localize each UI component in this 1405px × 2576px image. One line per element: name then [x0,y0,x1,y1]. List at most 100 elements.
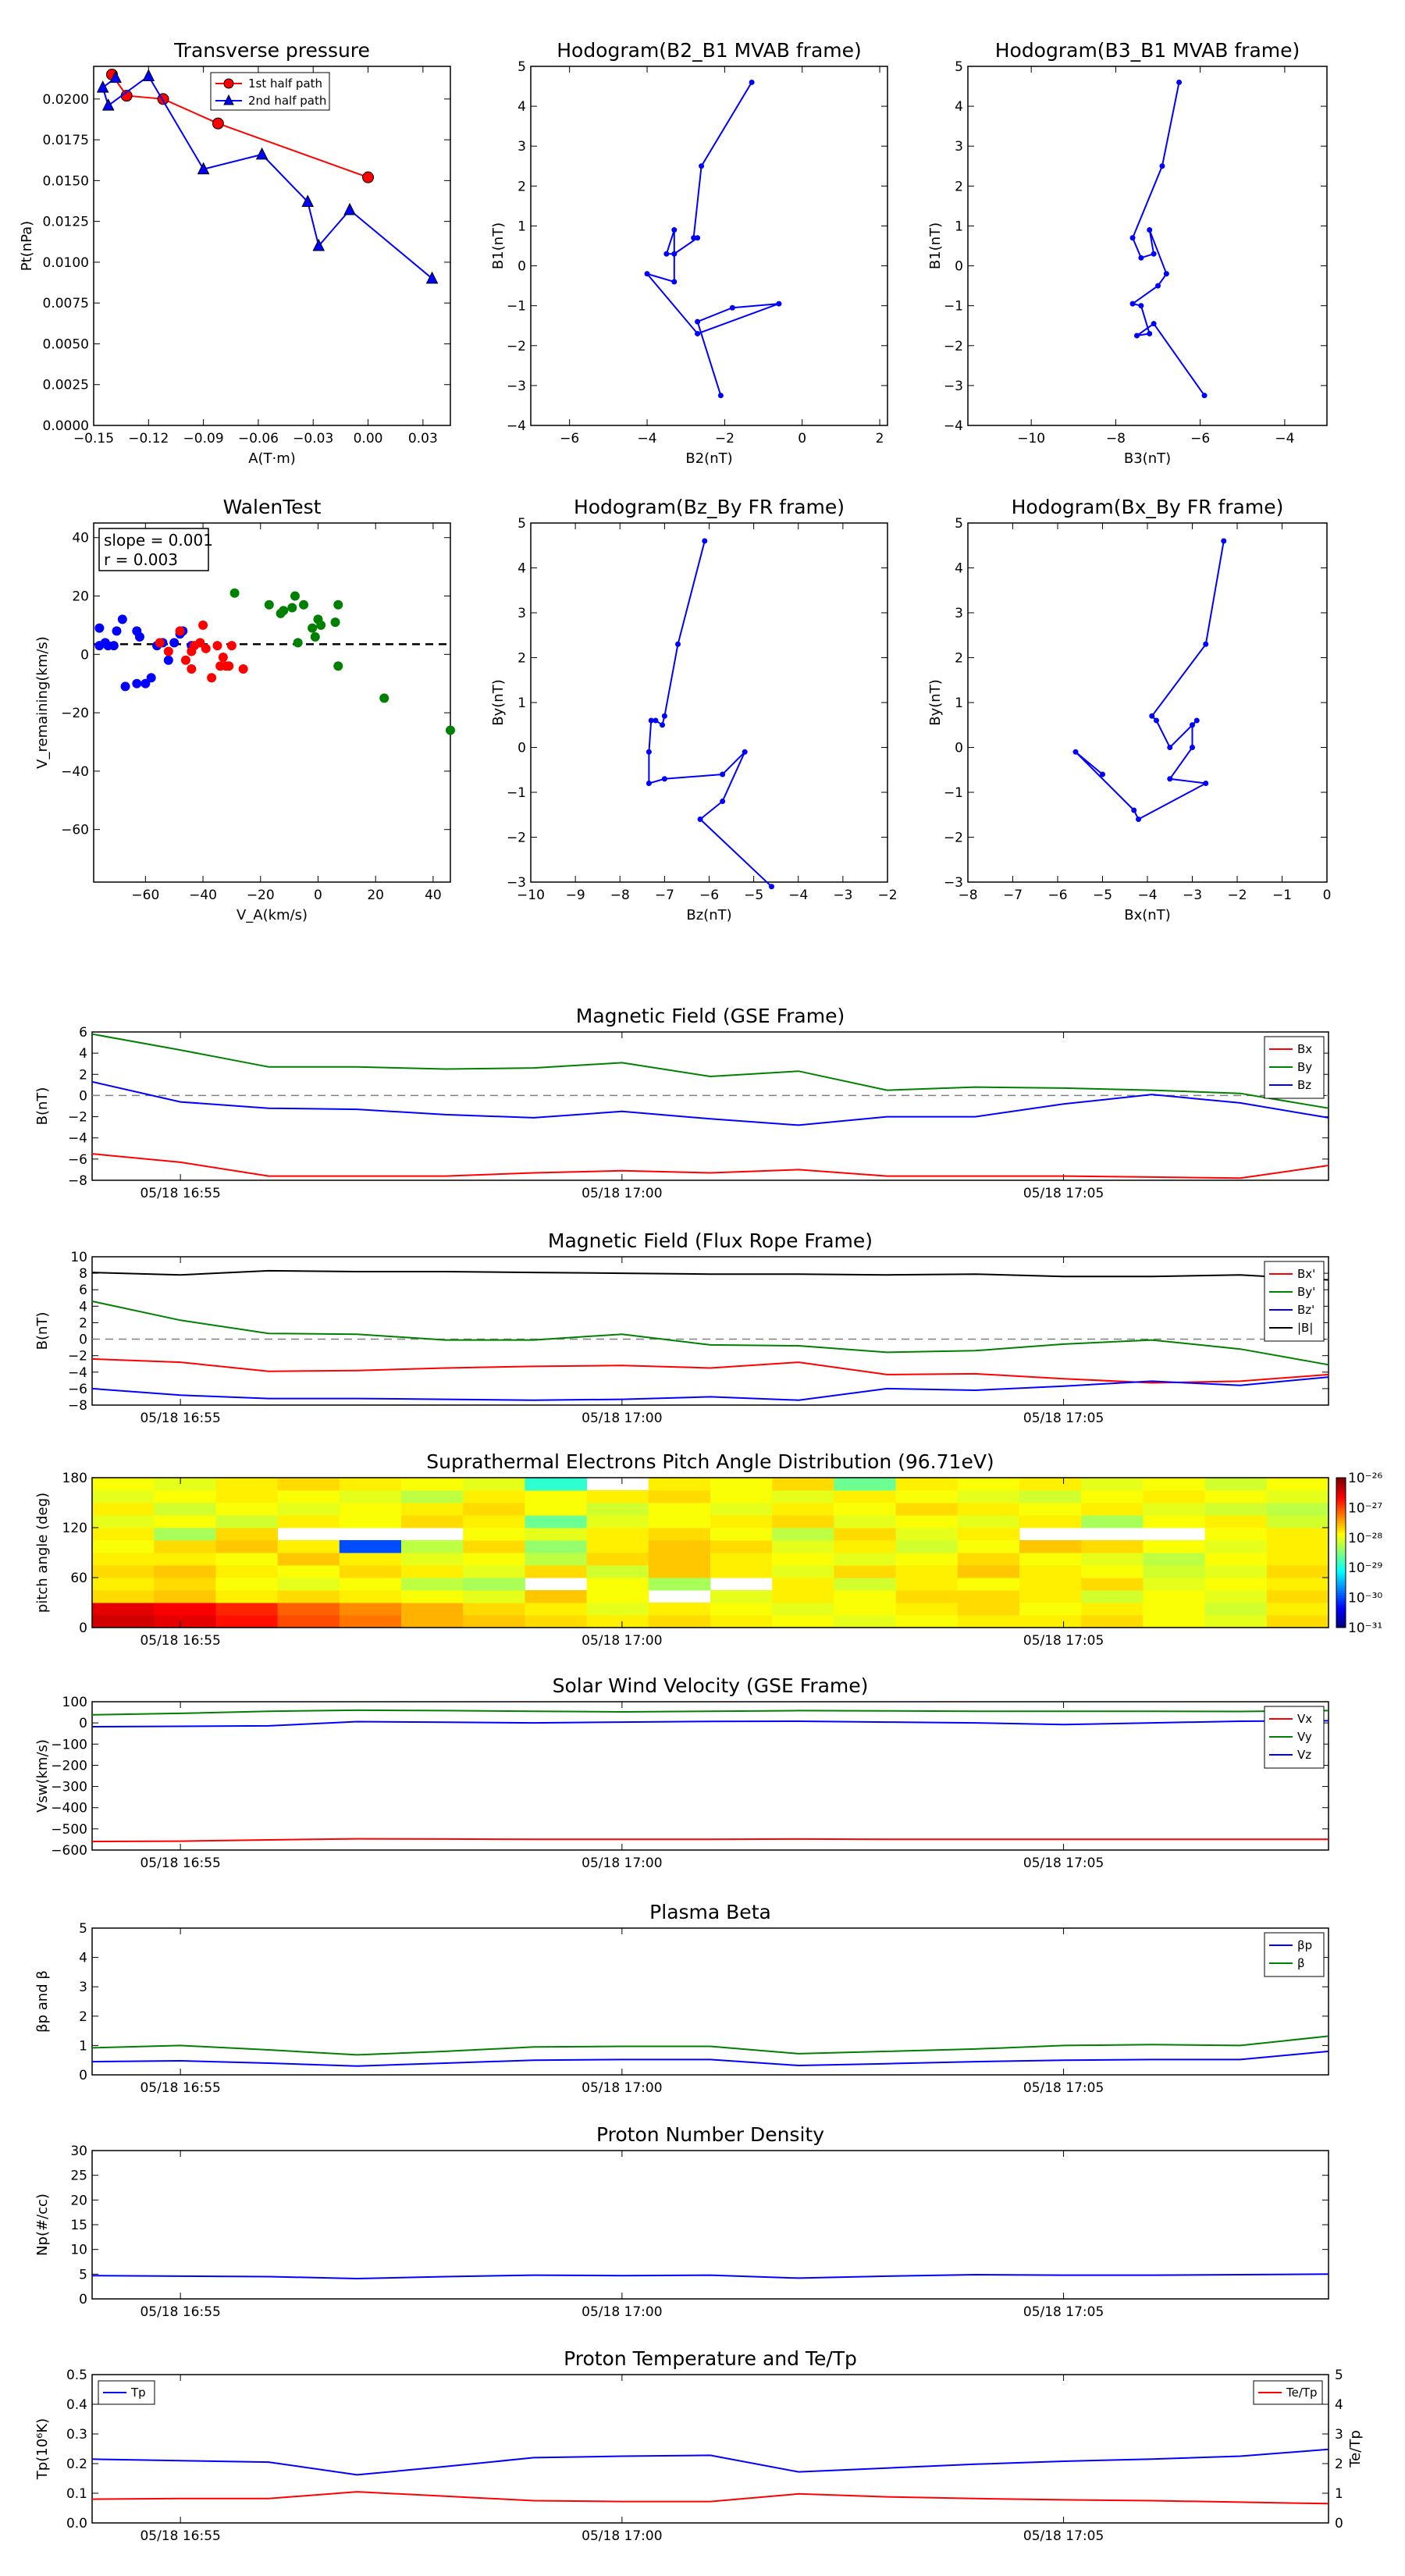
heatmap-cell [339,1490,402,1503]
heatmap-cell [586,1540,649,1553]
colorbar-segment [1336,1620,1346,1624]
heatmap-cell [957,1515,1020,1528]
heatmap-cell [586,1553,649,1566]
x-tick-label: −2 [715,431,735,447]
data-point [425,271,439,284]
heatmap-cell [710,1478,773,1491]
heatmap-cell [1204,1553,1268,1566]
heatmap-cell [401,1603,464,1616]
series-line-value [91,2273,1329,2280]
heatmap-cell [339,1603,402,1616]
x-tick-label: −5 [1093,888,1112,903]
colorbar-segment [1336,1555,1346,1558]
x-tick-label: 0 [798,431,806,447]
colorbar-segment [1336,1612,1346,1616]
colorbar-segment [1336,1480,1346,1483]
y-axis-label: B(nT) [34,1312,51,1350]
y-tick-label: 180 [62,1471,87,1486]
heatmap-cell [772,1615,834,1628]
x-tick-label: 05/18 17:05 [1023,2528,1104,2544]
heatmap-cell [1019,1578,1082,1591]
y-axis-label: By(nT) [490,679,507,725]
heatmap-cell [339,1615,402,1628]
data-point [333,661,343,671]
x-axis-label: B2(nT) [685,450,732,467]
heatmap-cell [1019,1565,1082,1578]
y-tick-label: 2 [518,179,526,194]
data-point [699,163,705,169]
x-tick-label: 05/18 17:00 [582,2304,662,2320]
heatmap-cell [1266,1590,1329,1603]
heatmap-cell [895,1590,959,1603]
legend-label: Te/Tp [1286,2386,1318,2400]
y-axis-label: Vsw(km/s) [34,1739,51,1813]
heatmap-cell [648,1578,711,1591]
heatmap-cell [772,1578,834,1591]
heatmap-cell [463,1490,525,1503]
heatmap-cell [1204,1578,1268,1591]
colorbar-segment [1336,1578,1346,1581]
heatmap-cell [1204,1565,1268,1578]
data-point [1190,745,1195,750]
heatmap-cell [154,1540,216,1553]
heatmap-cell [772,1503,834,1516]
data-point [1147,227,1153,233]
proton-temperature-panel: Proton Temperature and Te/Tp 05/18 16:55 0… [34,2347,1364,2544]
heatmap-cell [92,1565,155,1578]
legend-label: By [1297,1060,1312,1074]
y-tick-label: 5 [518,516,526,532]
y-tick-label: −300 [51,1780,87,1795]
heatmap-cell [834,1553,897,1566]
y-axis-label: Tp(10⁶K) [34,2418,51,2480]
heatmap-cell [1266,1528,1329,1541]
y2-axis-label: Te/Tp [1347,2430,1364,2468]
y-tick-label: 5 [79,1921,87,1937]
colorbar-segment [1336,1574,1346,1578]
data-point [134,632,144,642]
colorbar-tick-label: 10⁻³⁰ [1348,1591,1382,1606]
heatmap-cell [277,1553,340,1566]
data-point [299,600,309,610]
heatmap-cell [339,1565,402,1578]
colorbar-segment [1336,1512,1346,1516]
y-axis-label: B(nT) [34,1087,51,1126]
y-tick-label: −400 [51,1801,87,1816]
y-tick-label: 0 [80,647,89,663]
data-point [308,623,318,633]
series-line-vz [91,1720,1329,1727]
data-point [312,238,325,251]
x-tick-label: −4 [637,431,656,447]
pitch-angle-distribution-panel: Suprathermal Electrons Pitch Angle Distr… [34,1450,1382,1649]
y-tick-label: 0.0100 [43,255,89,271]
heatmap-cell [1143,1503,1206,1516]
colorbar-segment [1336,1540,1346,1543]
heatmap-cell [401,1540,464,1553]
data-point [1201,393,1208,399]
colorbar-segment [1336,1515,1346,1518]
heatmap-cell [525,1503,588,1516]
y-tick-label: 0 [518,741,526,756]
heatmap-cell [1204,1615,1268,1628]
data-point [1072,749,1079,755]
data-point [1193,717,1200,724]
y-tick-label: 1 [518,219,526,234]
heatmap-cell [772,1490,834,1503]
data-point [1100,771,1105,777]
colorbar-segment [1336,1510,1346,1514]
data-point [96,80,109,93]
colorbar-segment [1336,1622,1346,1626]
colorbar-segment [1336,1493,1346,1496]
x-tick-label: 40 [425,888,442,903]
y-tick-label: −4 [944,418,963,434]
panel-title: Transverse pressure [173,39,370,62]
heatmap-cell [154,1503,216,1516]
y-tick-label: 4 [79,1299,87,1315]
heatmap-cell [1081,1490,1144,1503]
x-tick-label: 05/18 16:55 [140,2528,220,2544]
legend-label: Bz [1297,1078,1311,1092]
data-point [293,638,303,648]
heatmap-cell [525,1565,588,1578]
y-tick-label: −40 [61,764,89,780]
colorbar-segment [1336,1562,1346,1566]
y-tick-label: −2 [507,339,526,354]
